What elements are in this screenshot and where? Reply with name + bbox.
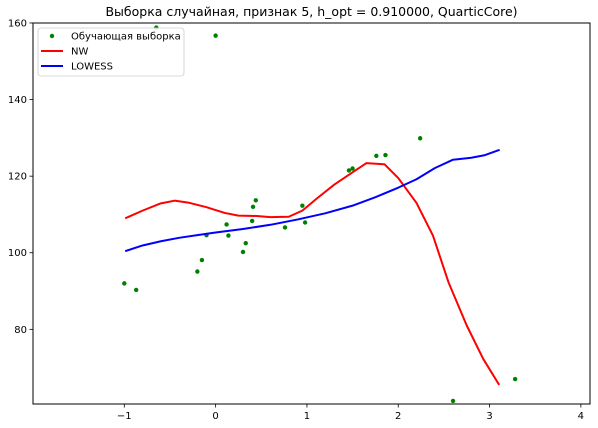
legend-label: Обучающая выборка: [71, 32, 181, 43]
chart-title: Выборка случайная, признак 5, h_opt = 0.…: [105, 4, 517, 19]
scatter-point: [300, 203, 305, 208]
scatter-point: [383, 152, 388, 158]
scatter-point: [282, 225, 288, 230]
x-tick-label: 1: [304, 411, 310, 422]
legend-label: LOWESS: [71, 62, 113, 73]
x-tick-label: 4: [578, 411, 584, 422]
scatter-point: [512, 376, 518, 382]
y-tick-label: 140: [8, 95, 27, 106]
y-tick-label: 100: [8, 248, 27, 259]
y-tick-label: 120: [8, 172, 27, 183]
x-tick-label: 3: [486, 411, 492, 422]
scatter-point: [253, 198, 258, 203]
scatter-point: [133, 287, 139, 293]
scatter-point: [249, 218, 255, 224]
scatter-point: [450, 398, 456, 404]
legend-label: NW: [71, 47, 88, 58]
y-tick-label: 160: [8, 19, 27, 30]
scatter-point: [417, 136, 423, 141]
scatter-point: [213, 33, 218, 38]
scatter-point: [240, 249, 246, 255]
scatter-point: [350, 166, 355, 171]
plot-frame: [32, 22, 591, 405]
scatter-point: [243, 240, 248, 246]
legend-marker-scatter: [49, 33, 55, 39]
scatter-point: [374, 153, 379, 159]
legend-box: [37, 27, 185, 77]
scatter-point: [195, 269, 200, 274]
scatter-point: [226, 233, 231, 238]
scatter-point: [250, 204, 256, 209]
x-tick-label: 2: [395, 411, 401, 422]
series-line-nw: [124, 162, 501, 386]
scatter-point: [302, 220, 308, 225]
y-tick-label: 80: [14, 325, 27, 336]
x-tick-label: −1: [117, 411, 132, 422]
x-tick-label: 0: [212, 411, 218, 422]
scatter-point: [199, 257, 205, 263]
series-line-lowess: [124, 148, 500, 253]
scatter-point: [224, 222, 229, 227]
scatter-point: [122, 281, 127, 286]
scatter-point: [346, 168, 352, 173]
